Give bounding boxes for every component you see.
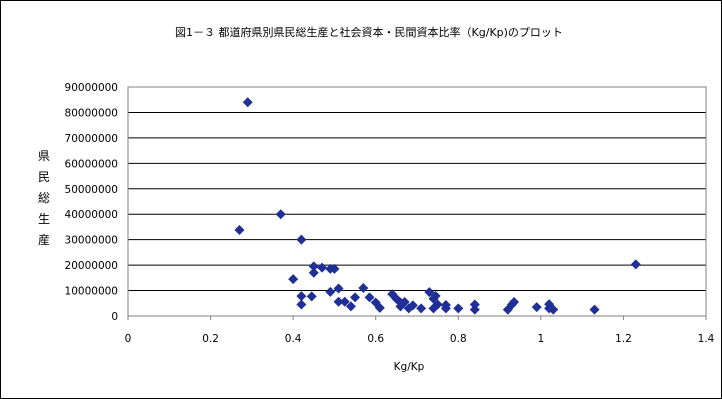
data-point	[275, 209, 286, 220]
data-point	[358, 283, 369, 294]
y-tick-label: 30000000	[65, 235, 118, 247]
y-tick-label: 40000000	[65, 209, 118, 221]
y-tick-label: 60000000	[65, 158, 118, 170]
y-tick-label: 0	[111, 311, 118, 323]
y-axis-label-char: 民	[38, 170, 50, 184]
data-point	[234, 224, 245, 235]
x-tick-label: 1.2	[615, 333, 632, 345]
data-point	[317, 262, 328, 273]
data-point	[509, 297, 520, 308]
data-point	[469, 304, 480, 315]
data-points	[234, 97, 641, 315]
plot-area	[127, 86, 707, 317]
data-point	[333, 283, 344, 294]
data-point	[453, 303, 464, 314]
y-axis-label-char: 生	[38, 212, 50, 226]
y-axis-label-char: 県	[38, 149, 50, 163]
chart-title: 図1－３ 都道府県別県民総生産と社会資本・民間資本比率（Kg/Kp)のプロット	[175, 25, 563, 39]
data-point	[430, 290, 441, 301]
y-axis-label-char: 産	[38, 232, 50, 247]
x-axis-ticks: 0 0.2 0.4 0.6 0.8 1 1.2 1.4	[125, 316, 715, 345]
gridlines	[128, 86, 706, 292]
data-point	[407, 300, 418, 311]
data-point	[416, 303, 427, 314]
data-point	[308, 267, 319, 278]
data-point	[329, 263, 340, 274]
x-tick-label: 1	[538, 333, 545, 345]
y-axis-ticks: 0 10000000 20000000 30000000 40000000 5000000…	[65, 82, 118, 323]
data-point	[440, 303, 451, 314]
x-tick-label: 0.8	[450, 333, 467, 345]
y-tick-label: 70000000	[65, 133, 118, 145]
data-point	[296, 291, 307, 302]
x-tick-label: 1.4	[698, 333, 715, 345]
data-point	[339, 296, 350, 307]
data-point	[333, 296, 344, 307]
x-tick-label: 0.2	[202, 333, 219, 345]
data-point	[531, 302, 542, 313]
x-tick-label: 0	[125, 333, 132, 345]
data-point	[350, 292, 361, 303]
y-tick-label: 80000000	[65, 107, 118, 119]
y-axis-label-char: 総	[38, 191, 50, 205]
y-tick-label: 10000000	[65, 286, 118, 298]
data-point	[424, 287, 435, 298]
data-point	[364, 292, 375, 303]
data-point	[296, 299, 307, 310]
data-point	[469, 299, 480, 310]
data-point	[345, 301, 356, 312]
y-tick-label: 90000000	[65, 82, 118, 94]
data-point	[288, 274, 299, 285]
data-point	[374, 302, 385, 313]
data-point	[306, 291, 317, 302]
data-point	[432, 299, 443, 310]
data-point	[296, 234, 307, 245]
data-point	[399, 297, 410, 308]
data-point	[325, 286, 336, 297]
data-point	[589, 304, 600, 315]
data-point	[630, 259, 641, 270]
x-tick-label: 0.6	[367, 333, 384, 345]
x-tick-label: 0.4	[285, 333, 302, 345]
data-point	[548, 304, 559, 315]
y-axis-label: 県民総生産	[38, 149, 50, 247]
x-axis-label: Kg/Kp	[394, 361, 425, 373]
y-tick-label: 50000000	[65, 184, 118, 196]
data-point	[242, 97, 253, 108]
data-point	[308, 261, 319, 272]
y-tick-label: 20000000	[65, 260, 118, 272]
